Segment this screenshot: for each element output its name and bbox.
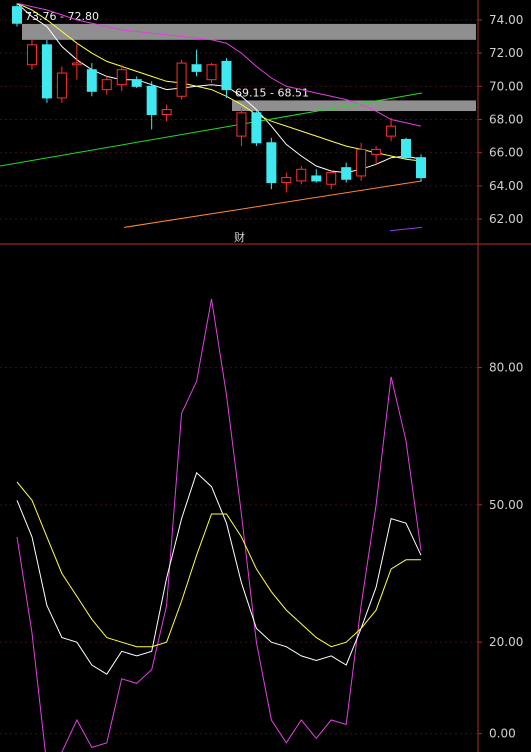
candle-body <box>221 60 232 91</box>
event-marker: 财 <box>234 230 245 244</box>
price-zone-label: 69.15 - 68.51 <box>235 86 309 99</box>
candle-body <box>236 112 247 137</box>
price-zone-label: 73.76 - 72.80 <box>25 10 99 23</box>
candle-body <box>266 142 277 184</box>
price-tick-label: 62.00 <box>489 212 523 226</box>
price-tick-label: 66.00 <box>489 146 523 160</box>
candle-body <box>86 69 97 92</box>
candle-body <box>326 172 337 185</box>
price-zone-band <box>232 100 476 112</box>
candle-body <box>251 112 262 144</box>
candle-body <box>281 177 292 184</box>
candle-body <box>371 148 382 155</box>
grid-lines <box>0 19 482 735</box>
candle-body <box>296 168 307 182</box>
moving-average-line <box>0 92 423 167</box>
candle-body <box>26 44 37 66</box>
indicator-tick-label: 20.00 <box>489 635 523 649</box>
indicator-tick-label: 0.00 <box>489 727 516 741</box>
moving-average-lines <box>0 2 423 232</box>
indicator-tick-label: 80.00 <box>489 361 523 375</box>
candle-body <box>341 167 352 180</box>
moving-average-line <box>123 180 423 228</box>
indicator-tick-label: 50.00 <box>489 498 523 512</box>
candle-body <box>56 72 67 99</box>
candle-body <box>386 125 397 137</box>
candle-body <box>206 64 217 81</box>
price-zone-band <box>22 23 476 40</box>
candle-body <box>176 62 187 97</box>
price-tick-label: 70.00 <box>489 79 523 93</box>
price-zones: 73.76 - 72.80 69.15 - 68.51 <box>22 10 476 112</box>
price-tick-label: 72.00 <box>489 46 523 60</box>
candle-body <box>12 6 22 24</box>
candle-body <box>146 85 157 116</box>
indicator-line <box>16 298 422 752</box>
candle-body <box>41 44 52 99</box>
indicator-line <box>16 471 422 675</box>
trend-fragment-line <box>389 226 423 232</box>
indicator-lines <box>16 298 422 752</box>
moving-average-line <box>16 2 422 162</box>
moving-average-line <box>16 2 422 174</box>
price-tick-label: 64.00 <box>489 179 523 193</box>
candle-body <box>311 175 322 182</box>
price-tick-label: 74.00 <box>489 13 523 27</box>
candle-body <box>101 79 112 91</box>
candle-body <box>161 109 172 116</box>
price-tick-label: 68.00 <box>489 113 523 127</box>
candle-body <box>191 64 202 72</box>
candle-body <box>416 157 426 179</box>
candle-body <box>401 138 412 159</box>
axis-tick-labels: 74.00 72.00 70.00 68.00 66.00 64.00 62.00 80.00… <box>489 13 523 741</box>
candlesticks <box>12 3 426 193</box>
indicator-line <box>16 481 421 648</box>
moving-average-line <box>16 2 422 127</box>
candle-body <box>356 148 367 177</box>
candle-body <box>131 79 142 87</box>
candle-body <box>71 62 82 66</box>
candle-body <box>116 69 127 86</box>
